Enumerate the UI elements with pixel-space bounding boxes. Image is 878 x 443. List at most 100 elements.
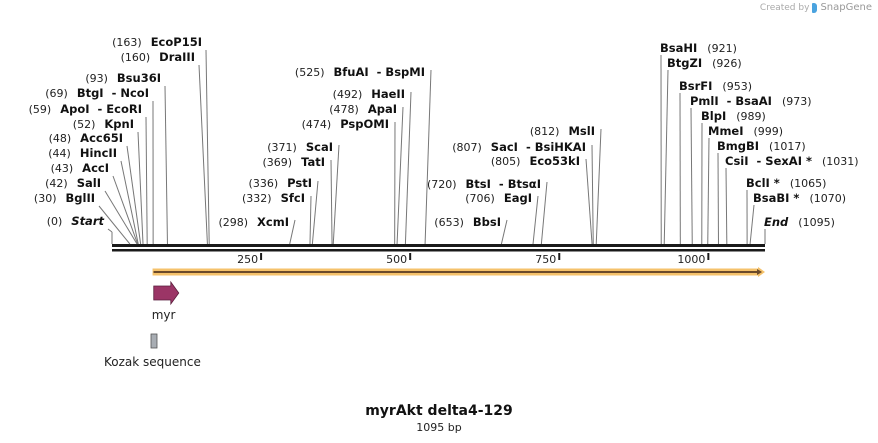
site-connector — [198, 64, 208, 245]
restriction-site[interactable]: (332) SfcI — [242, 191, 312, 245]
restriction-site[interactable]: (298) XcmI — [218, 215, 296, 245]
site-name: BsaHI — [660, 41, 697, 55]
feature-myr[interactable]: myr — [152, 280, 180, 322]
svg-text:(160)DraIII: (160) DraIII — [121, 50, 195, 64]
site-name: ScaI — [306, 140, 333, 154]
restriction-site[interactable]: (812) MslI — [530, 124, 602, 245]
snapgene-logo-icon — [812, 2, 818, 13]
feature-myrakt[interactable] — [152, 267, 766, 277]
svg-text:BsaBI *(1070): BsaBI * (1070) — [753, 191, 846, 205]
site-name: PspOMI — [340, 117, 389, 131]
site-position: (492) — [333, 88, 363, 101]
restriction-site[interactable]: BclI * (1065) — [746, 176, 826, 245]
site-position: (973) — [782, 95, 812, 108]
site-name: BclI * — [746, 176, 780, 190]
restriction-site[interactable]: MmeI (999) — [707, 124, 783, 245]
site-position: (653) — [434, 216, 464, 229]
site-name: TatI — [301, 155, 325, 169]
restriction-site[interactable]: (336) PstI — [249, 176, 319, 245]
credit-prefix: Created by — [759, 2, 810, 13]
site-position: (52) — [73, 118, 96, 131]
restriction-site[interactable]: (48) Acc65I — [49, 131, 142, 245]
restriction-site[interactable]: (42) SalI — [45, 176, 138, 245]
site-position: (926) — [712, 57, 742, 70]
restriction-site[interactable]: (474) PspOMI — [302, 117, 396, 245]
restriction-site[interactable]: BsrFI (953) — [679, 79, 752, 245]
restriction-site[interactable]: (30) BglII — [34, 191, 131, 245]
site-name: SacI - BsiHKAI — [491, 140, 586, 154]
svg-text:(298)XcmI: (298) XcmI — [218, 215, 289, 229]
site-name: AccI — [82, 161, 109, 175]
site-name: BtgI - NcoI — [77, 86, 149, 100]
svg-text:(720)BtsI - BtsαI: (720) BtsI - BtsαI — [427, 177, 541, 191]
restriction-site[interactable]: (720) BtsI - BtsαI — [427, 177, 548, 245]
restriction-site[interactable]: BsaBI * (1070) — [749, 191, 846, 245]
site-name: EagI — [504, 191, 532, 205]
restriction-site[interactable]: (69) BtgI - NcoI — [45, 86, 154, 245]
restriction-site[interactable]: (371) ScaI — [267, 140, 340, 245]
feature-kozak-sequence[interactable]: Kozak sequence — [104, 333, 201, 369]
site-connector — [126, 145, 142, 245]
ruler-tick: 250 — [237, 253, 263, 266]
svg-text:(48)Acc65I: (48) Acc65I — [49, 131, 123, 145]
svg-text:(371)ScaI: (371) ScaI — [267, 140, 333, 154]
restriction-site[interactable]: (44) HincII — [48, 146, 139, 245]
site-name: BlpI — [701, 109, 726, 123]
tick-label: 750 — [535, 253, 556, 266]
site-name: BglII — [66, 191, 96, 205]
restriction-site[interactable]: (525) BfuAI - BspMI — [295, 65, 432, 245]
site-name: HincII — [80, 146, 117, 160]
restriction-site[interactable]: (59) ApoI - EcoRI — [29, 102, 148, 245]
site-name: PstI — [287, 176, 312, 190]
restriction-site[interactable]: (653) BbsI — [434, 215, 508, 245]
site-connector — [205, 49, 210, 245]
site-position: (69) — [45, 87, 68, 100]
restriction-site[interactable]: BsaHI (921) — [660, 41, 737, 245]
restriction-site[interactable]: (706) EagI — [465, 191, 539, 245]
restriction-site[interactable]: BlpI (989) — [701, 109, 766, 245]
site-position: (48) — [49, 132, 72, 145]
restriction-site[interactable]: End (1095) — [764, 215, 835, 244]
svg-text:(807)SacI - BsiHKAI: (807) SacI - BsiHKAI — [452, 140, 586, 154]
site-name: BmgBI — [717, 139, 759, 153]
restriction-site[interactable]: (369) TatI — [263, 155, 333, 245]
restriction-site[interactable]: (492) HaeII — [333, 87, 412, 245]
svg-text:(706)EagI: (706) EagI — [465, 191, 532, 205]
restriction-site[interactable]: (43) AccI — [51, 161, 139, 245]
restriction-site[interactable]: (93) Bsu36I — [85, 71, 168, 245]
site-position: (1070) — [809, 192, 846, 205]
restriction-site[interactable]: (160) DraIII — [121, 50, 208, 245]
svg-text:MmeI(999): MmeI (999) — [708, 124, 783, 138]
site-position: (336) — [249, 177, 279, 190]
site-name: BsrFI — [679, 79, 712, 93]
site-connector — [707, 137, 710, 245]
site-name: DraIII — [159, 50, 195, 64]
restriction-site[interactable]: PmlI - BsaAI (973) — [690, 94, 812, 245]
restriction-site[interactable]: BmgBI (1017) — [717, 139, 806, 245]
site-name: Start — [71, 214, 104, 228]
restriction-site[interactable]: (163) EcoP15I — [112, 35, 210, 245]
site-connector — [591, 144, 594, 245]
restriction-sites: (0) Start (30) BglII(42) SalI(43) AccI (44) Hin… — [29, 35, 859, 245]
site-position: (525) — [295, 66, 325, 79]
svg-text:(653)BbsI: (653) BbsI — [434, 215, 501, 229]
svg-text:(93)Bsu36I: (93) Bsu36I — [85, 71, 161, 85]
restriction-site[interactable]: (52) KpnI — [73, 117, 144, 245]
restriction-site[interactable]: BtgZI (926) — [663, 56, 742, 245]
cds-arrow-shape — [153, 280, 180, 306]
site-name: Eco53kI — [529, 154, 580, 168]
site-name: MmeI — [708, 124, 744, 138]
site-connector — [137, 131, 144, 245]
restriction-site[interactable]: CsiI - SexAI * (1031) — [725, 154, 859, 245]
site-connector — [749, 204, 755, 245]
site-connector — [540, 181, 548, 245]
restriction-site[interactable]: (478) ApaI — [329, 102, 404, 245]
site-position: (1095) — [798, 216, 835, 229]
restriction-site[interactable]: (805) Eco53kI — [491, 154, 593, 245]
restriction-site[interactable]: (807) SacI - BsiHKAI — [452, 140, 594, 245]
site-position: (1017) — [769, 140, 806, 153]
site-position: (332) — [242, 192, 272, 205]
ruler-tick: 750 — [535, 253, 561, 266]
restriction-site[interactable]: (0) Start — [47, 214, 113, 244]
svg-text:(474)PspOMI: (474) PspOMI — [302, 117, 389, 131]
